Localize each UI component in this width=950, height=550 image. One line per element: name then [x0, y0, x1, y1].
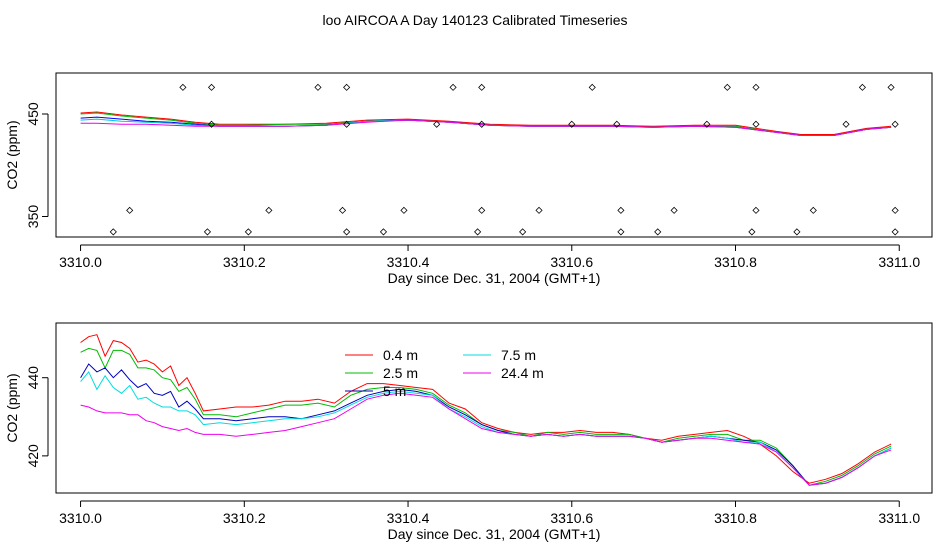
- calibration-point: [588, 83, 596, 91]
- calibration-point: [891, 206, 899, 214]
- calibration-point: [478, 206, 486, 214]
- calibration-point: [433, 120, 441, 128]
- y-tick-label: 420: [25, 444, 41, 468]
- plot-frame: [55, 322, 933, 494]
- x-tick-label: 3310.6: [550, 510, 593, 526]
- calibration-point: [203, 228, 212, 236]
- calibration-point: [207, 83, 216, 91]
- calibration-point: [535, 206, 543, 214]
- calibration-point: [126, 206, 134, 214]
- legend: 0.4 m 2.5 m 5 m 7.5 m 24.4 m: [345, 347, 544, 399]
- calibration-point: [752, 120, 760, 128]
- calibration-point: [809, 206, 817, 214]
- x-tick-label: 3310.8: [714, 254, 757, 270]
- x-tick-label: 3310.2: [223, 510, 266, 526]
- legend-label: 0.4 m: [383, 347, 418, 363]
- calibration-point: [613, 120, 621, 128]
- calibration-point: [109, 228, 117, 236]
- series-line-7-5-m: [80, 370, 892, 486]
- x-tick-label: 3310.8: [714, 510, 757, 526]
- x-tick-label: 3311.0: [878, 510, 920, 526]
- series-line-0-4-m: [80, 334, 892, 484]
- legend-label: 24.4 m: [501, 365, 544, 381]
- x-tick-label: 3310.4: [387, 254, 430, 270]
- calibration-point: [670, 206, 678, 214]
- y-tick-label: 350: [25, 205, 41, 229]
- y-tick-label: 440: [25, 366, 41, 390]
- plot-frame: [55, 72, 933, 238]
- series-line-2-5-m: [80, 347, 892, 486]
- series-line-5-m: [80, 363, 892, 486]
- calibration-point: [244, 228, 252, 236]
- y-tick-label: 450: [25, 102, 41, 126]
- calibration-point: [338, 206, 347, 214]
- series-line-24-4-m: [80, 392, 892, 486]
- x-tick-label: 3310.4: [387, 510, 430, 526]
- series-line-5: [80, 119, 892, 136]
- calibration-point: [474, 228, 482, 236]
- calibration-point: [265, 206, 273, 214]
- x-tick-label: 3310.6: [550, 254, 593, 270]
- y-axis-label: CO2 (ppm): [4, 120, 20, 189]
- legend-label: 5 m: [383, 383, 406, 399]
- calibration-point: [887, 83, 895, 91]
- x-tick-label: 3310.0: [59, 510, 102, 526]
- x-axis-label: Day since Dec. 31, 2004 (GMT+1): [388, 526, 601, 542]
- legend-label: 2.5 m: [383, 365, 418, 381]
- x-axis-label: Day since Dec. 31, 2004 (GMT+1): [388, 270, 601, 286]
- calibration-point: [752, 206, 760, 214]
- calibration-point: [343, 228, 351, 236]
- chart-title: loo AIRCOA A Day 140123 Calibrated Times…: [322, 12, 628, 28]
- panel-bottom: 3310.0 3310.2 3310.4 3310.6 3310.8 3311.0 Day …: [4, 322, 933, 542]
- series-line-4: [80, 118, 892, 136]
- calibration-point: [207, 120, 216, 128]
- calibration-point: [617, 206, 625, 214]
- calibration-point: [793, 228, 801, 236]
- calibration-point: [858, 83, 866, 91]
- calibration-point: [379, 228, 388, 236]
- calibration-point: [343, 120, 351, 128]
- x-tick-label: 3310.2: [223, 254, 266, 270]
- y-axis-label: CO2 (ppm): [4, 373, 20, 442]
- calibration-point: [703, 120, 711, 128]
- calibration-point: [748, 228, 756, 236]
- calibration-point: [654, 228, 662, 236]
- panel-top: 3310.0 3310.2 3310.4 3310.6 3310.8 3311.0 Day …: [4, 72, 933, 286]
- calibration-point: [842, 120, 850, 128]
- calibration-point: [400, 206, 408, 214]
- legend-label: 7.5 m: [501, 347, 536, 363]
- x-tick-label: 3311.0: [878, 254, 920, 270]
- x-tick-label: 3310.0: [59, 254, 102, 270]
- calibration-point: [449, 83, 457, 91]
- calibration-point: [891, 228, 899, 236]
- calibration-point: [478, 83, 486, 91]
- calibration-point: [617, 228, 625, 236]
- calibration-point: [179, 83, 187, 91]
- calibration-point: [891, 120, 899, 128]
- calibration-point: [568, 120, 576, 128]
- calibration-point: [343, 83, 351, 91]
- calibration-point: [752, 83, 760, 91]
- calibration-point: [314, 83, 322, 91]
- calibration-point: [723, 83, 731, 91]
- series-line-1: [80, 111, 892, 135]
- calibration-point: [519, 228, 527, 236]
- calibration-point: [478, 120, 486, 128]
